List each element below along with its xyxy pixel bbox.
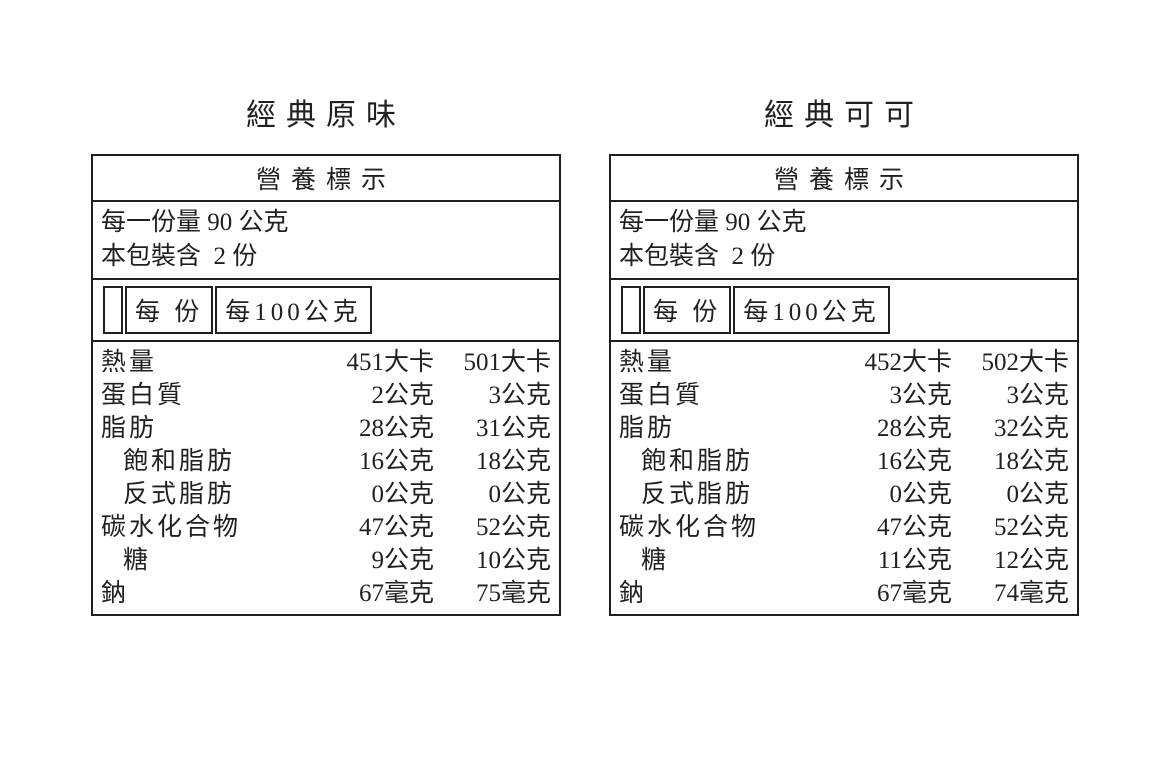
nutrition-row: 鈉67毫克74毫克 (619, 577, 1069, 610)
nutrient-name: 脂肪 (619, 412, 826, 445)
panel-title: 經典原味 (91, 90, 561, 134)
value-per-100g: 52公克 (434, 511, 551, 544)
value-per-serving: 451大卡 (308, 346, 434, 379)
value-per-100g: 32公克 (952, 412, 1069, 445)
value-per-100g: 0公克 (952, 478, 1069, 511)
nutrition-values: 熱量452大卡502大卡蛋白質3公克3公克脂肪28公克32公克飽和脂肪16公克1… (610, 341, 1078, 615)
nutrition-table: 營養標示 每一份量 90 公克 本包裝含 2 份 每 份 每100公克 熱量45… (609, 154, 1079, 616)
nutrition-row: 反式脂肪0公克0公克 (619, 478, 1069, 511)
nutrient-name: 蛋白質 (101, 379, 308, 412)
nutrition-row: 碳水化合物47公克52公克 (619, 511, 1069, 544)
col-per-serving: 每 份 (125, 286, 213, 334)
value-per-serving: 47公克 (308, 511, 434, 544)
col-per-serving: 每 份 (643, 286, 731, 334)
nutrition-row: 反式脂肪0公克0公克 (101, 478, 551, 511)
value-per-serving: 0公克 (826, 478, 952, 511)
value-per-100g: 52公克 (952, 511, 1069, 544)
nutrition-row: 飽和脂肪16公克18公克 (101, 445, 551, 478)
nutrition-row: 糖9公克10公克 (101, 544, 551, 577)
serving-info: 每一份量 90 公克 本包裝含 2 份 (610, 201, 1078, 279)
value-per-100g: 75毫克 (434, 577, 551, 610)
value-per-serving: 16公克 (826, 445, 952, 478)
value-per-100g: 74毫克 (952, 577, 1069, 610)
value-per-serving: 3公克 (826, 379, 952, 412)
col-per-100g: 每100公克 (733, 286, 890, 334)
servings-per-package: 本包裝含 2 份 (101, 240, 551, 274)
value-per-100g: 18公克 (434, 445, 551, 478)
nutrient-name: 脂肪 (101, 412, 308, 445)
nutrient-name: 鈉 (101, 577, 308, 610)
value-per-serving: 16公克 (308, 445, 434, 478)
nutrient-name: 飽和脂肪 (619, 445, 826, 478)
serving-info: 每一份量 90 公克 本包裝含 2 份 (92, 201, 560, 279)
nutrient-name: 鈉 (619, 577, 826, 610)
value-per-serving: 47公克 (826, 511, 952, 544)
nutrient-name: 飽和脂肪 (101, 445, 308, 478)
nutrient-name: 碳水化合物 (101, 511, 308, 544)
column-headers: 每 份 每100公克 (92, 279, 560, 341)
col-per-100g: 每100公克 (215, 286, 372, 334)
nutrition-row: 鈉67毫克75毫克 (101, 577, 551, 610)
value-per-100g: 18公克 (952, 445, 1069, 478)
servings-per-package: 本包裝含 2 份 (619, 240, 1069, 274)
value-per-100g: 31公克 (434, 412, 551, 445)
nutrition-row: 熱量452大卡502大卡 (619, 346, 1069, 379)
value-per-100g: 501大卡 (434, 346, 551, 379)
value-per-serving: 0公克 (308, 478, 434, 511)
nutrition-row: 糖11公克12公克 (619, 544, 1069, 577)
nutrition-values: 熱量451大卡501大卡蛋白質2公克3公克脂肪28公克31公克飽和脂肪16公克1… (92, 341, 560, 615)
value-per-serving: 2公克 (308, 379, 434, 412)
nutrient-name: 反式脂肪 (619, 478, 826, 511)
value-per-100g: 502大卡 (952, 346, 1069, 379)
nutrient-name: 蛋白質 (619, 379, 826, 412)
serving-size: 每一份量 90 公克 (619, 206, 1069, 240)
nutrition-row: 蛋白質3公克3公克 (619, 379, 1069, 412)
value-per-100g: 3公克 (952, 379, 1069, 412)
nutrient-name: 糖 (619, 544, 826, 577)
nutrition-panel-original: 經典原味 營養標示 每一份量 90 公克 本包裝含 2 份 每 份 每100公克… (91, 90, 561, 616)
value-per-serving: 28公克 (308, 412, 434, 445)
nutrient-name: 熱量 (619, 346, 826, 379)
nutrient-name: 熱量 (101, 346, 308, 379)
nutrition-panel-cocoa: 經典可可 營養標示 每一份量 90 公克 本包裝含 2 份 每 份 每100公克… (609, 90, 1079, 616)
table-header: 營養標示 (92, 155, 560, 201)
column-headers: 每 份 每100公克 (610, 279, 1078, 341)
value-per-serving: 67毫克 (308, 577, 434, 610)
nutrition-row: 蛋白質2公克3公克 (101, 379, 551, 412)
table-header: 營養標示 (610, 155, 1078, 201)
nutrition-row: 脂肪28公克32公克 (619, 412, 1069, 445)
value-per-100g: 3公克 (434, 379, 551, 412)
nutrition-row: 碳水化合物47公克52公克 (101, 511, 551, 544)
value-per-100g: 12公克 (952, 544, 1069, 577)
nutrition-row: 飽和脂肪16公克18公克 (619, 445, 1069, 478)
nutrition-table: 營養標示 每一份量 90 公克 本包裝含 2 份 每 份 每100公克 熱量45… (91, 154, 561, 616)
value-per-serving: 67毫克 (826, 577, 952, 610)
value-per-100g: 0公克 (434, 478, 551, 511)
serving-size: 每一份量 90 公克 (101, 206, 551, 240)
value-per-100g: 10公克 (434, 544, 551, 577)
nutrient-name: 反式脂肪 (101, 478, 308, 511)
value-per-serving: 11公克 (826, 544, 952, 577)
nutrient-name: 碳水化合物 (619, 511, 826, 544)
nutrition-row: 脂肪28公克31公克 (101, 412, 551, 445)
panel-title: 經典可可 (609, 90, 1079, 134)
value-per-serving: 9公克 (308, 544, 434, 577)
nutrient-name: 糖 (101, 544, 308, 577)
value-per-serving: 28公克 (826, 412, 952, 445)
nutrition-row: 熱量451大卡501大卡 (101, 346, 551, 379)
value-per-serving: 452大卡 (826, 346, 952, 379)
